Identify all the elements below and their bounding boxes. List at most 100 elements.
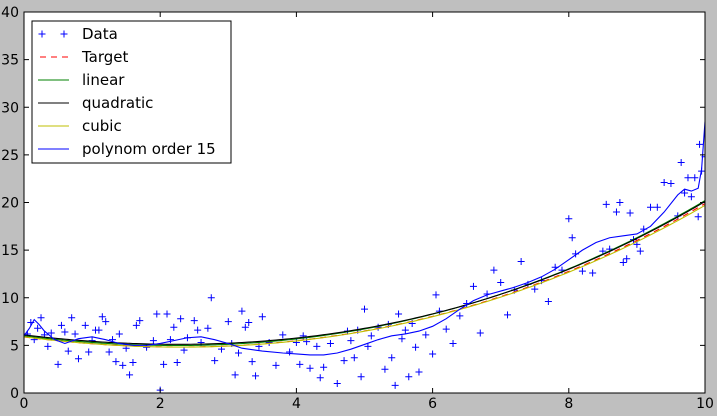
data-point-marker (572, 250, 580, 258)
data-point-marker (691, 174, 699, 182)
data-point-marker (517, 258, 525, 266)
data-point-marker (170, 323, 178, 331)
data-point-marker (361, 305, 368, 313)
data-point-marker (589, 269, 597, 277)
data-point-marker (102, 318, 110, 326)
data-point-marker (497, 279, 505, 287)
data-point-marker (163, 310, 171, 318)
x-tick-label: 10 (696, 396, 714, 412)
data-point-marker (687, 193, 695, 201)
data-point-marker (119, 361, 127, 369)
legend-marker (38, 30, 46, 38)
y-tick-label: 20 (1, 196, 19, 212)
data-point-marker (44, 342, 52, 350)
data-point-marker (398, 335, 406, 343)
data-point-marker (64, 347, 72, 355)
data-point-marker (279, 331, 287, 339)
legend-label: quadratic (82, 94, 153, 112)
data-point-marker (544, 298, 552, 306)
data-point-marker (612, 208, 620, 216)
data-point-marker (667, 179, 675, 187)
data-point-marker (326, 339, 334, 347)
data-point-marker (153, 310, 161, 318)
data-point-marker (442, 325, 450, 333)
data-point-marker (85, 348, 93, 356)
data-point-marker (292, 339, 300, 347)
data-point-marker (34, 324, 42, 332)
data-point-marker (272, 361, 280, 369)
series-line-polynom-order-15 (24, 121, 705, 356)
data-point-marker (696, 140, 704, 148)
data-point-marker (235, 349, 243, 357)
legend-item-linear: linear (38, 71, 125, 89)
data-point-marker (636, 247, 644, 255)
data-point-marker (238, 307, 246, 315)
data-point-marker (105, 348, 113, 356)
data-point-marker (95, 326, 103, 334)
legend-label: cubic (82, 117, 122, 135)
data-point-marker (245, 319, 253, 327)
data-point-marker (98, 313, 106, 321)
data-point-marker (469, 282, 477, 290)
data-point-marker (616, 199, 624, 206)
data-point-marker (391, 381, 399, 389)
data-point-marker (252, 372, 260, 380)
data-point-marker (129, 359, 137, 367)
data-point-marker (340, 357, 348, 365)
y-tick-label: 35 (1, 53, 19, 69)
x-tick-label: 6 (428, 396, 437, 412)
data-point-marker (364, 342, 372, 350)
data-point-marker (231, 371, 239, 379)
legend-item-polynom-order-15: polynom order 15 (38, 140, 216, 158)
data-point-marker (149, 337, 157, 345)
data-point-marker (677, 158, 685, 166)
data-point-marker (602, 200, 610, 208)
data-point-marker (388, 354, 396, 362)
series-line-quadratic (24, 201, 705, 345)
legend-item-cubic: cubic (38, 117, 122, 135)
data-point-marker (684, 174, 692, 182)
data-point-marker (476, 329, 484, 337)
legend-label: polynom order 15 (82, 140, 216, 158)
data-point-marker (412, 343, 420, 351)
x-tick-label: 2 (156, 396, 165, 412)
data-point-marker (166, 336, 174, 344)
data-point-marker (71, 330, 79, 338)
data-point-marker (347, 337, 355, 345)
data-point-marker (381, 365, 389, 373)
data-point-marker (54, 360, 62, 368)
data-point-marker (258, 313, 266, 321)
data-point-marker (316, 374, 324, 382)
data-point-marker (333, 379, 341, 387)
data-point-marker (177, 315, 185, 323)
data-point-marker (207, 294, 215, 302)
data-point-marker (47, 329, 55, 337)
data-point-marker (401, 326, 409, 334)
x-tick-label: 8 (564, 396, 573, 412)
legend-item-quadratic: quadratic (38, 94, 153, 112)
data-point-marker (653, 203, 661, 211)
data-point-marker (694, 213, 702, 221)
data-point-marker (490, 266, 498, 274)
data-point-marker (357, 373, 365, 381)
series-line-cubic (24, 204, 705, 348)
axes-layer: 0 2 4 6 8 10 0 5 10 15 20 25 30 35 40 (1, 5, 714, 412)
y-tick-label: 40 (1, 5, 19, 21)
legend-item-target: Target (40, 48, 129, 66)
y-tick-label: 5 (10, 338, 19, 354)
data-point-marker (211, 357, 219, 365)
y-tick-label: 0 (10, 386, 19, 402)
data-point-marker (623, 255, 631, 263)
data-point-marker (619, 259, 627, 267)
data-point-marker (504, 311, 512, 319)
data-point-marker (531, 285, 539, 293)
data-point-marker (286, 348, 294, 356)
data-point-marker (565, 215, 573, 223)
legend-label: Data (82, 25, 118, 43)
data-point-marker (296, 360, 304, 368)
series-layer (24, 121, 705, 393)
data-point-marker (660, 178, 668, 186)
x-tick-label: 0 (20, 396, 29, 412)
legend-label: Target (81, 48, 129, 66)
